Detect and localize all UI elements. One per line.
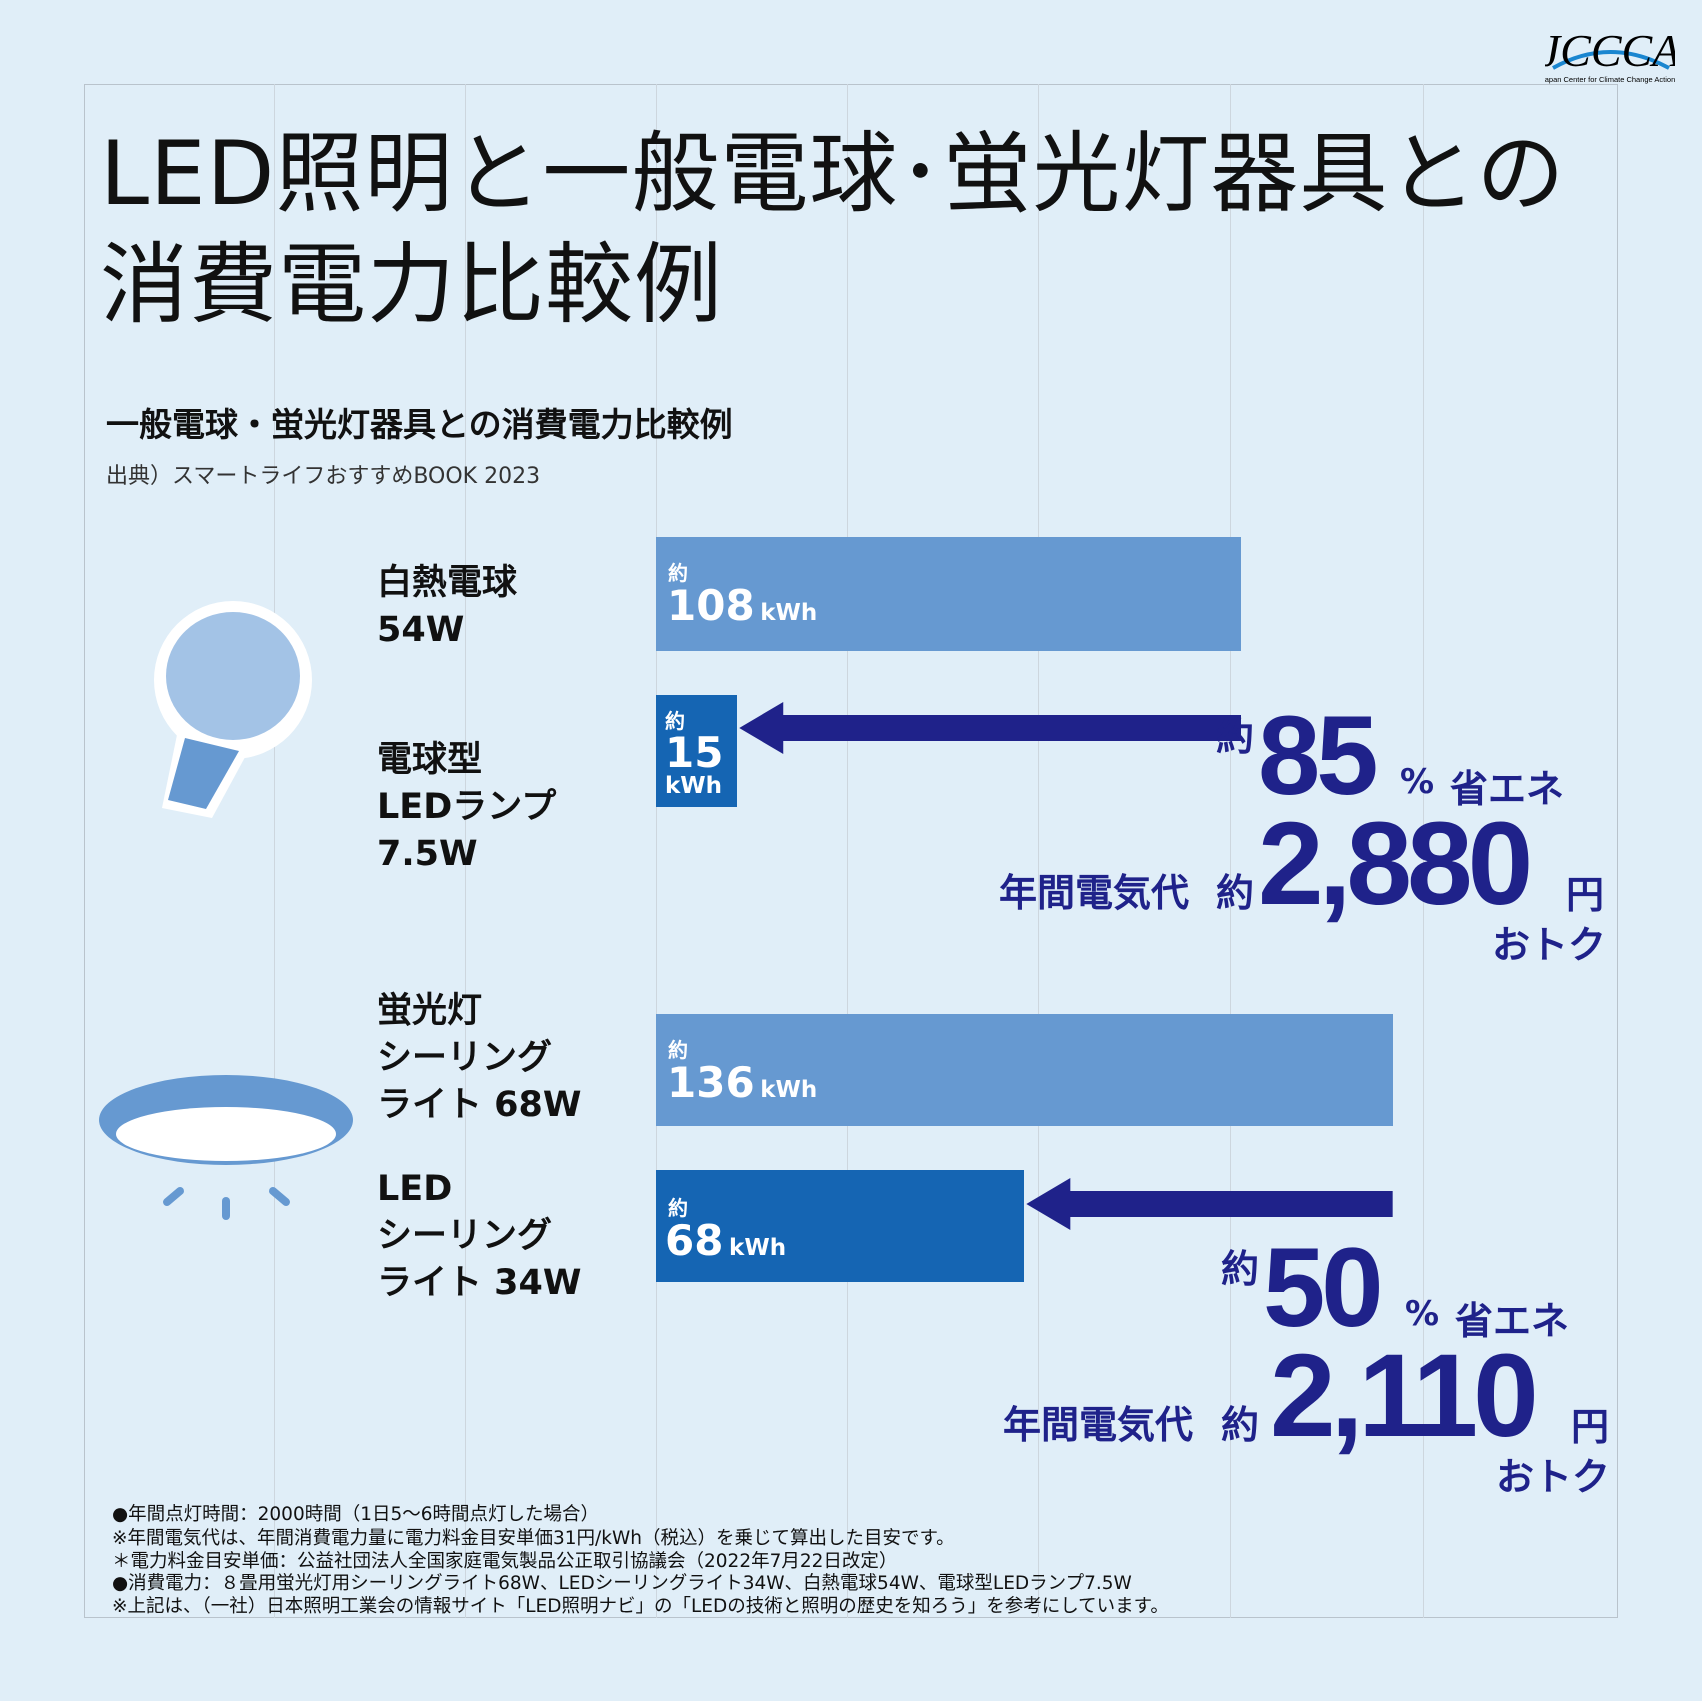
savings-prefix: 約 <box>1221 1247 1260 1291</box>
title-line-1: LED照明と一般電球･蛍光灯器具との <box>100 122 1566 225</box>
savings-percent: 85 <box>1258 693 1379 818</box>
bar-unit: kWh <box>665 773 723 799</box>
bar-unit: kWh <box>760 1077 818 1103</box>
footnote: ※上記は、（一社）日本照明工業会の情報サイト「LED照明ナビ」の「LEDの技術と… <box>112 1596 1169 1617</box>
source-note: 出典）スマートライフおすすめBOOK 2023 <box>106 464 541 489</box>
bar-value-label: 136 <box>667 1058 755 1107</box>
chart-subtitle: 一般電球・蛍光灯器具との消費電力比較例 <box>106 405 733 444</box>
reduction-arrow <box>1026 1178 1393 1230</box>
footnote: ●消費電力：８畳用蛍光灯用シーリングライト68W、LEDシーリングライト34W、… <box>112 1573 1132 1594</box>
label-line: 電球型 <box>377 740 483 780</box>
cost-amount: 2,110 <box>1270 1330 1539 1462</box>
icons-layer <box>99 601 353 1220</box>
gridline <box>1423 84 1424 1618</box>
light-bulb-icon <box>154 601 312 818</box>
bar-prefix: 約 <box>668 561 688 585</box>
savings-suffix: おトク <box>1496 1455 1611 1499</box>
bar-unit: kWh <box>760 600 818 626</box>
savings-label: 省エネ <box>1450 767 1565 811</box>
bar-led-ceiling: 約 68 kWh <box>656 1170 1025 1282</box>
gridline <box>656 84 657 1618</box>
bar-led-bulb: 約 15 kWh <box>656 695 738 807</box>
gridline <box>465 84 466 1618</box>
logo-tagline: Japan Center for Climate Change Actions <box>1545 75 1675 84</box>
label-line: LED <box>377 1169 453 1209</box>
bar-prefix: 約 <box>665 709 685 733</box>
logo-text: JCCCA <box>1545 25 1675 76</box>
label-fluorescent-ceiling: 蛍光灯 シーリング ライト 68W <box>377 988 582 1129</box>
label-line: シーリング <box>377 1038 553 1078</box>
title-line-2: 消費電力比較例 <box>100 233 724 336</box>
jccca-logo: JCCCA Japan Center for Climate Change Ac… <box>1540 16 1681 90</box>
currency: 円 <box>1571 1405 1610 1449</box>
cost-prefix: 約 <box>1221 1403 1260 1447</box>
ceiling-light-icon <box>99 1075 353 1220</box>
footnote: ※年間電気代は、年間消費電力量に電力料金目安単価31円/kWh（税込）を乗じて算… <box>112 1528 955 1549</box>
cost-prefix: 約 <box>1216 871 1255 915</box>
footnote: ●年間点灯時間：2000時間（1日5〜6時間点灯した場合） <box>112 1504 600 1525</box>
jccca-logo-mark: JCCCA Japan Center for Climate Change Ac… <box>1540 25 1681 84</box>
savings-percent: 50 <box>1263 1225 1384 1350</box>
bar-prefix: 約 <box>668 1038 688 1062</box>
savings-suffix: おトク <box>1492 923 1607 967</box>
bar-incandescent: 約 108 kWh <box>656 537 1241 651</box>
savings-label: 省エネ <box>1455 1299 1570 1343</box>
label-line: ライト 34W <box>377 1263 582 1303</box>
bar-unit: kWh <box>729 1235 787 1261</box>
bar-fluorescent-ceiling: 約 136 kWh <box>656 1014 1393 1126</box>
content-frame <box>84 84 1618 1618</box>
cost-label: 年間電気代 <box>1003 1403 1194 1447</box>
gridline <box>1230 84 1231 1618</box>
cost-amount: 2,880 <box>1258 798 1533 930</box>
reduction-arrow <box>739 702 1241 754</box>
footnote: ＊電力料金目安単価：公益社団法人全国家庭電気製品公正取引協議会（2022年7月2… <box>112 1551 898 1572</box>
gridline <box>274 84 275 1618</box>
percent-sign: % <box>1400 762 1435 802</box>
label-led-bulb: 電球型 LEDランプ 7.5W <box>377 737 556 878</box>
bar-value-label: 68 <box>665 1216 724 1265</box>
cost-label: 年間電気代 <box>999 871 1190 915</box>
currency: 円 <box>1566 873 1605 917</box>
percent-sign: % <box>1405 1294 1440 1334</box>
label-led-ceiling: LED シーリング ライト 34W <box>377 1166 582 1307</box>
label-incandescent: 白熱電球 54W <box>377 560 517 654</box>
savings-prefix: 約 <box>1216 715 1255 759</box>
bar-value-label: 15 <box>665 728 724 777</box>
label-line: LEDランプ <box>377 787 557 827</box>
gridline <box>1038 84 1039 1618</box>
bar-value-label: 108 <box>667 581 755 630</box>
label-line: ライト 68W <box>377 1085 582 1125</box>
bar-prefix: 約 <box>668 1196 688 1220</box>
label-line: 54W <box>377 610 465 650</box>
label-line: 蛍光灯 <box>377 991 483 1031</box>
label-line: 白熱電球 <box>377 563 518 603</box>
gridline <box>847 84 848 1618</box>
label-line: シーリング <box>377 1216 553 1256</box>
page-title: LED照明と一般電球･蛍光灯器具との 消費電力比較例 <box>100 118 1566 340</box>
label-line: 7.5W <box>377 834 478 874</box>
